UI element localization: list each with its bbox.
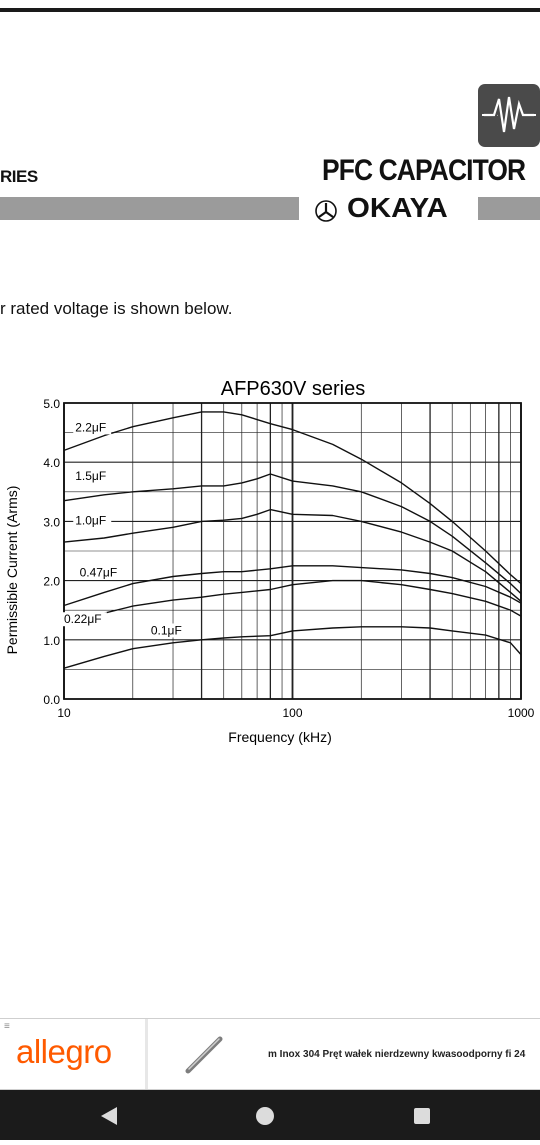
product-title: PFC CAPACITOR xyxy=(322,154,526,187)
series-line xyxy=(63,565,522,607)
y-tick-label: 4.0 xyxy=(43,456,60,470)
plot-frame xyxy=(63,402,522,700)
series-label-bg xyxy=(62,612,107,627)
y-tick-label: 0.0 xyxy=(43,693,60,707)
series-label: 0.22μF xyxy=(64,612,102,626)
series-line xyxy=(63,626,522,669)
chart-grid xyxy=(63,402,522,700)
chart: AFP630V series 2.2μF 1.5μF 1.0μF 0.47μF 0.22… xyxy=(4,378,535,745)
y-tick-label: 3.0 xyxy=(43,515,60,529)
series-label-bg xyxy=(73,513,112,528)
series-label-bg xyxy=(77,565,123,580)
waveform-logo-icon xyxy=(478,84,540,147)
series-label-bg xyxy=(73,468,112,483)
back-triangle-icon[interactable] xyxy=(78,1090,138,1140)
ad-text[interactable]: m Inox 304 Pręt wałek nierdzewny kwasood… xyxy=(268,1049,526,1060)
ad-divider xyxy=(145,1019,148,1089)
x-axis-label: Frequency (kHz) xyxy=(228,729,331,745)
header-band-right xyxy=(478,197,540,220)
y-tick-label: 1.0 xyxy=(43,634,60,648)
okaya-mark-icon xyxy=(314,199,338,223)
header-band-left xyxy=(0,197,299,220)
ad-logo[interactable]: allegro xyxy=(16,1033,112,1070)
recents-square-icon[interactable] xyxy=(392,1090,452,1140)
series-line xyxy=(63,579,522,626)
chart-ticks: 0.0 1.0 2.0 3.0 4.0 5.0 10 100 1000 xyxy=(43,397,534,720)
series-line xyxy=(63,411,522,585)
series-label: 0.1μF xyxy=(151,623,182,637)
rod-product-icon[interactable] xyxy=(182,1033,226,1077)
series-label: RIES xyxy=(0,167,38,186)
series-label-bg xyxy=(73,420,112,435)
ad-menu-icon[interactable]: ≡ xyxy=(4,1021,10,1032)
chart-series-labels: 2.2μF 1.5μF 1.0μF 0.47μF 0.22μF 0.1μF xyxy=(62,420,187,638)
y-tick-label: 5.0 xyxy=(43,397,60,411)
navigation-bar xyxy=(0,1090,540,1140)
series-label-bg xyxy=(148,623,187,638)
home-circle-icon[interactable] xyxy=(235,1090,295,1140)
intro-text: r rated voltage is shown below. xyxy=(0,299,233,318)
ad-banner[interactable]: ≡ allegro m Inox 304 Pręt wałek nierdzew… xyxy=(0,1018,540,1090)
x-tick-label: 100 xyxy=(282,706,302,720)
chart-curves xyxy=(63,411,522,669)
top-rule xyxy=(0,8,540,12)
series-label: 1.5μF xyxy=(75,469,106,483)
series-label: 0.47μF xyxy=(80,565,118,579)
series-line xyxy=(63,508,522,602)
y-axis-label: Permissible Current (Arms) xyxy=(4,486,20,655)
series-line xyxy=(63,473,522,595)
x-tick-label: 10 xyxy=(57,706,71,720)
chart-title: AFP630V series xyxy=(221,378,366,400)
series-label: 1.0μF xyxy=(75,513,106,527)
y-tick-label: 2.0 xyxy=(43,575,60,589)
brand-name: OKAYA xyxy=(347,192,448,223)
x-tick-label: 1000 xyxy=(508,706,535,720)
series-label: 2.2μF xyxy=(75,420,106,434)
